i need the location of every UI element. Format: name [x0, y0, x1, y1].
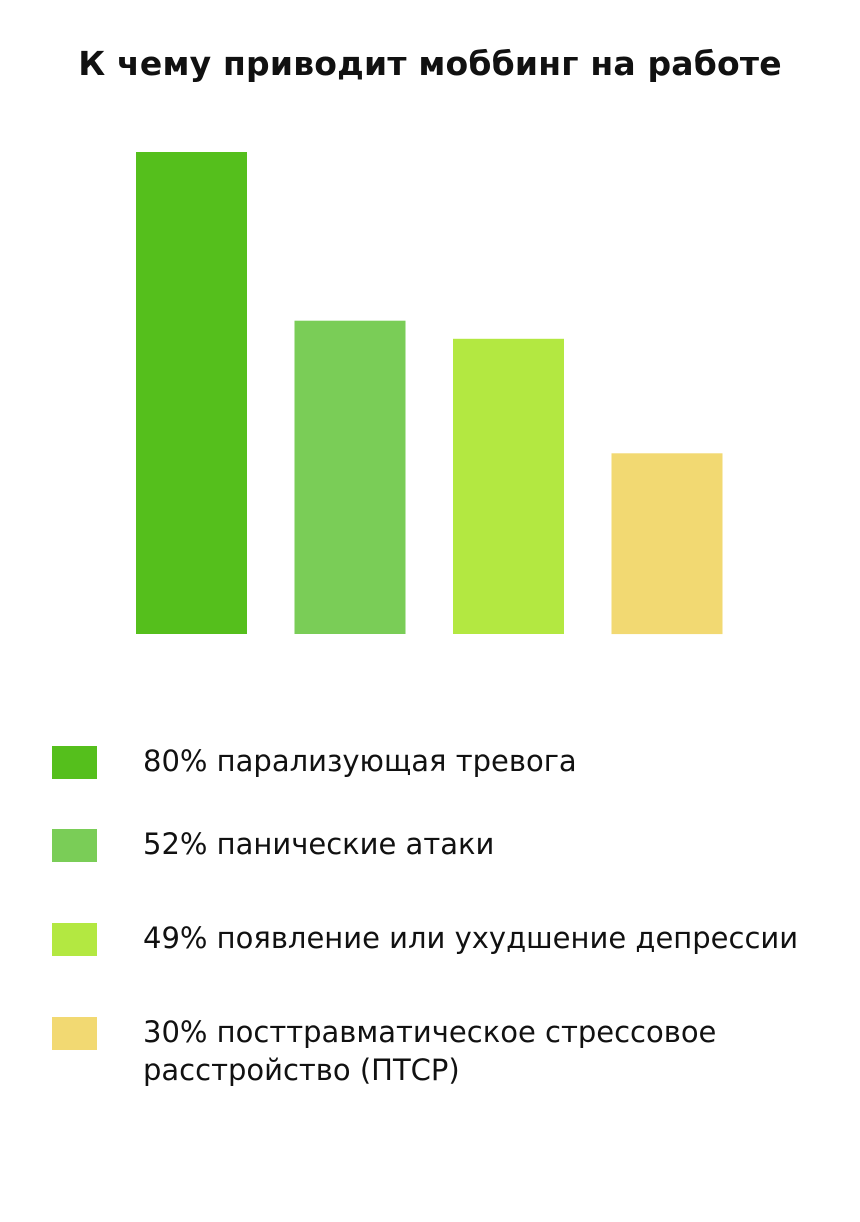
bar-2: [294, 320, 406, 634]
legend-label-1: 80% парализующая тревога: [143, 744, 577, 778]
legend-swatch-1: [52, 746, 97, 779]
bar-4: [611, 453, 723, 635]
legend-swatch-2: [52, 829, 97, 862]
legend-swatch-4: [52, 1017, 97, 1050]
bar-chart: [136, 152, 723, 635]
legend-swatch-3: [52, 923, 97, 956]
chart-title: К чему приводит моббинг на работе: [78, 44, 782, 83]
bar-1: [136, 152, 247, 634]
bar-3: [453, 338, 564, 634]
legend-label-4: 30% посттравматическое стрессовое расстр…: [143, 1015, 717, 1087]
legend-label-2: 52% панические атаки: [143, 827, 495, 861]
legend-label-3: 49% появление или ухудшение депрессии: [143, 921, 799, 955]
